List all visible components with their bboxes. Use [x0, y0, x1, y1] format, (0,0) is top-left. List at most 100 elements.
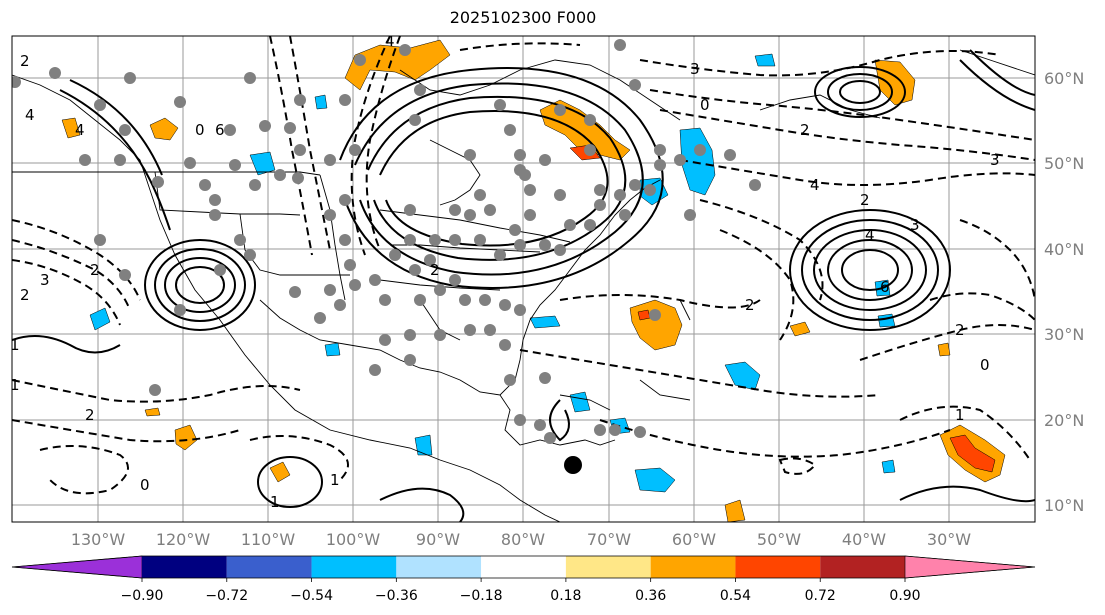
longitude-label: 110°W [241, 530, 296, 549]
station-dot [514, 414, 526, 426]
station-dot [119, 269, 131, 281]
contour-label: 2 [800, 121, 810, 139]
station-dot [249, 179, 261, 191]
latitude-label: 10°N [1044, 496, 1084, 515]
station-dot [124, 72, 136, 84]
map-border [11, 35, 1036, 523]
station-dot [534, 419, 546, 431]
station-dot [324, 284, 336, 296]
station-dot [484, 324, 496, 336]
shade-red [637, 309, 651, 321]
station-dot [449, 234, 461, 246]
colorbar-segment [311, 556, 397, 578]
colorbar-tick-label: −0.72 [205, 588, 248, 604]
contour-label: 0 [140, 476, 150, 494]
station-dot [399, 44, 411, 56]
shade-blue [881, 459, 896, 474]
station-dot [334, 299, 346, 311]
station-dot [79, 154, 91, 166]
station-dot [314, 312, 326, 324]
station-dot [174, 96, 186, 108]
shade-blue [249, 151, 276, 176]
longitude-label: 30°W [927, 530, 971, 549]
latitude-label: 50°N [1044, 154, 1084, 173]
colorbar-segment [565, 556, 651, 578]
station-dot [674, 154, 686, 166]
station-dot [339, 194, 351, 206]
station-dot [209, 209, 221, 221]
station-dot [514, 304, 526, 316]
station-dot [524, 184, 536, 196]
contour-label: 1 [330, 471, 340, 489]
contour-label: 1 [270, 493, 280, 511]
station-dot [294, 144, 306, 156]
station-dot [494, 249, 506, 261]
shade-orange [344, 39, 451, 91]
contour-label: 2 [430, 261, 440, 279]
station-dot [684, 209, 696, 221]
shade-blue [314, 94, 328, 110]
colorbar-tick-label: 0.90 [889, 588, 920, 604]
shade-orange [174, 424, 198, 451]
station-dot [724, 149, 736, 161]
station-dot [494, 99, 506, 111]
longitude-label: 40°W [842, 530, 886, 549]
contour-label: 0 [700, 96, 710, 114]
station-dot [584, 219, 596, 231]
station-dot [499, 299, 511, 311]
station-dot [119, 124, 131, 136]
station-dot [379, 294, 391, 306]
station-dot [584, 114, 596, 126]
contour-label: 2 [860, 191, 870, 209]
longitude-label: 50°W [757, 530, 801, 549]
station-dot [404, 234, 416, 246]
station-dot [479, 294, 491, 306]
colorbar-segment [650, 556, 736, 578]
shade-orange [149, 117, 179, 141]
station-dot [539, 154, 551, 166]
colorbar-segment [142, 556, 227, 578]
station-dot [654, 144, 666, 156]
station-dot [244, 249, 256, 261]
contour-label: 4 [385, 32, 395, 50]
station-dot [609, 424, 621, 436]
station-dot [634, 426, 646, 438]
station-dot [294, 94, 306, 106]
station-dot [474, 189, 486, 201]
station-dot [404, 204, 416, 216]
station-dot [224, 124, 236, 136]
station-dot [199, 179, 211, 191]
station-dot [94, 99, 106, 111]
station-dot [509, 224, 521, 236]
station-dots [12, 39, 761, 444]
station-dot [292, 172, 304, 184]
station-dot [152, 176, 164, 188]
station-dot [614, 39, 626, 51]
contour-label: 6 [215, 121, 225, 139]
station-dot [539, 239, 551, 251]
colorbar-tick-label: −0.36 [375, 588, 418, 604]
shade-orange [144, 407, 161, 417]
longitude-labels: 130°W 120°W 110°W 100°W 90°W 80°W 70°W 60°W 50°W… [71, 530, 971, 549]
station-dot [324, 209, 336, 221]
station-dot [499, 339, 511, 351]
shade-blue [529, 315, 561, 329]
station-dot [504, 124, 516, 136]
station-dot [389, 249, 401, 261]
shaded-anomalies [61, 39, 1006, 522]
black-circle-marker [564, 456, 582, 474]
latitude-label: 20°N [1044, 411, 1084, 430]
station-dot [404, 329, 416, 341]
latitude-labels: 60°N 50°N 40°N 30°N 20°N 10°N [1044, 69, 1084, 515]
station-dot [594, 184, 606, 196]
station-dot [259, 120, 271, 132]
station-dot [449, 274, 461, 286]
contour-label: 4 [810, 176, 820, 194]
station-dot [149, 384, 161, 396]
shade-orange [269, 461, 291, 483]
station-dot [434, 284, 446, 296]
station-dot [464, 149, 476, 161]
station-dot [349, 279, 361, 291]
station-dot [749, 179, 761, 191]
station-dot [594, 424, 606, 436]
